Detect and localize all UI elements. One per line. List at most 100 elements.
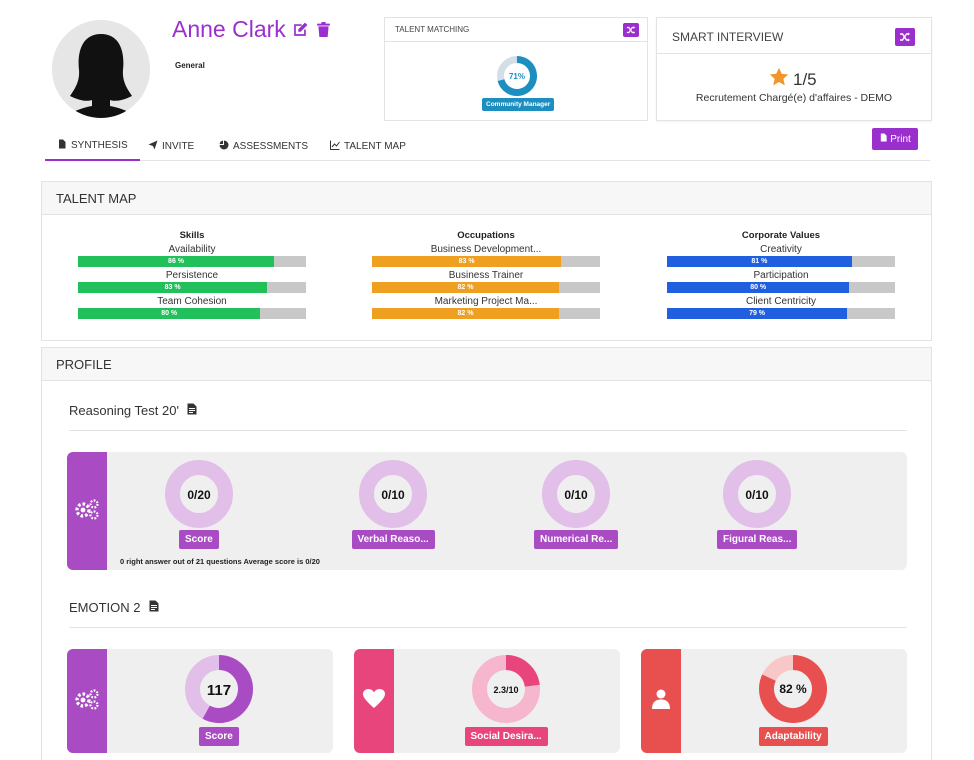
pie-icon (219, 140, 229, 153)
reasoning-score-donut-track (723, 460, 791, 528)
tab-label: ASSESSMENTS (233, 140, 309, 152)
tab-bar: SYNTHESIS INVITE ASSESSMENTS TALENT MAP (45, 131, 930, 161)
talent-matching-percent: 71% (509, 72, 525, 81)
reasoning-card-side (67, 452, 107, 570)
smart-interview-score-value: 1/5 (793, 69, 817, 89)
print-button[interactable]: Print (872, 128, 918, 150)
reasoning-note: 0 right answer out of 21 questions Avera… (120, 557, 320, 566)
talent-map-item[interactable]: Participation 80 % (667, 270, 895, 293)
talent-map-item[interactable]: Persistence 83 % (78, 270, 306, 293)
send-icon (148, 140, 158, 153)
reasoning-score-label[interactable]: Figural Reas... (717, 530, 798, 549)
talent-map-column-title: Skills (179, 230, 205, 241)
progress-bar-fill (667, 308, 848, 319)
smart-interview-score: 1/5 (768, 66, 817, 93)
tab-label: INVITE (162, 140, 195, 152)
talent-map-item[interactable]: Client Centricity 79 % (667, 296, 895, 319)
reasoning-score-donut: 0/10 (359, 460, 427, 528)
talent-map-item[interactable]: Team Cohesion 80 % (78, 296, 306, 319)
progress-bar: 83 % (372, 256, 600, 267)
gears-icon (74, 497, 100, 526)
reasoning-score-donut-track (165, 460, 233, 528)
tab-talent-map[interactable]: TALENT MAP (330, 131, 406, 161)
progress-bar-label: 82 % (457, 284, 474, 291)
emotion-score-label[interactable]: Score (199, 727, 239, 746)
reasoning-score-value: 0/10 (564, 488, 588, 502)
print-label: Print (890, 133, 911, 145)
emotion-score-label[interactable]: Social Desira... (464, 727, 548, 746)
reasoning-score-label[interactable]: Verbal Reaso... (351, 530, 435, 549)
talent-map-panel: TALENT MAP Skills Availability 86 % Persist… (41, 181, 932, 341)
progress-bar: 80 % (667, 282, 895, 293)
tab-assessments[interactable]: ASSESSMENTS (219, 131, 308, 161)
progress-bar: 82 % (372, 308, 600, 319)
reasoning-score-value: 0/20 (187, 488, 211, 502)
progress-bar: 80 % (78, 308, 306, 319)
talent-map-item[interactable]: Marketing Project Ma... 82 % (372, 296, 600, 319)
reasoning-score-donut: 0/20 (165, 460, 233, 528)
shuffle-icon[interactable] (623, 23, 639, 37)
talent-map-item-label: Participation (753, 270, 809, 281)
user-icon (648, 687, 674, 716)
smart-interview-label: Recrutement Chargé(e) d'affaires - DEMO (695, 92, 893, 104)
smart-interview-header: SMART INTERVIEW (657, 18, 931, 54)
progress-bar: 81 % (667, 256, 895, 267)
reasoning-score-label[interactable]: Score (179, 530, 219, 549)
progress-bar-label: 83 % (164, 284, 181, 291)
talent-map-item[interactable]: Business Development... 83 % (372, 244, 600, 267)
emotion-score-label[interactable]: Adaptability (758, 727, 828, 746)
talent-map-column: Corporate Values Creativity 81 % Participat… (667, 230, 895, 322)
document-icon[interactable] (149, 600, 159, 615)
shuffle-icon[interactable] (895, 28, 915, 46)
progress-bar-label: 80 % (750, 284, 767, 291)
emotion-card-side (67, 649, 107, 753)
reasoning-test-title: Reasoning Test 20' (69, 403, 197, 418)
edit-icon[interactable] (292, 21, 309, 38)
talent-map-column-title: Occupations (457, 230, 515, 241)
emotion-score-donut: 2.3/10 (472, 655, 540, 723)
progress-bar-fill (667, 282, 850, 293)
emotion-score-value: 82 % (779, 682, 807, 696)
divider (69, 627, 907, 628)
emotion-score-donut: 82 % (759, 655, 827, 723)
trash-icon[interactable] (315, 21, 332, 38)
emotion-title: EMOTION 2 (69, 600, 159, 615)
progress-bar-label: 81 % (751, 258, 768, 265)
emotion-score-value: 117 (207, 682, 231, 699)
emotion-label: EMOTION 2 (69, 600, 141, 615)
tab-synthesis[interactable]: SYNTHESIS (45, 131, 140, 161)
reasoning-score-card: 0 right answer out of 21 questions Avera… (67, 452, 907, 570)
reasoning-score-value: 0/10 (381, 488, 405, 502)
talent-matching-header: TALENT MATCHING (385, 18, 647, 42)
progress-bar-label: 80 % (161, 310, 178, 317)
talent-map-item[interactable]: Creativity 81 % (667, 244, 895, 267)
talent-map-item[interactable]: Business Trainer 82 % (372, 270, 600, 293)
reasoning-score-value: 0/10 (745, 488, 769, 502)
talent-matching-card: TALENT MATCHING 71% Community Manager (384, 17, 648, 121)
talent-map-column-title: Corporate Values (741, 230, 821, 241)
file-icon (57, 139, 67, 152)
reasoning-score-donut-track (359, 460, 427, 528)
profile-panel: PROFILE Reasoning Test 20' 0 right answe… (41, 347, 932, 760)
reasoning-score-donut: 0/10 (723, 460, 791, 528)
tab-invite[interactable]: INVITE (148, 131, 194, 161)
reasoning-score-label[interactable]: Numerical Re... (534, 530, 619, 549)
document-icon[interactable] (187, 403, 197, 418)
candidate-header: Anne Clark (172, 16, 332, 43)
talent-map-item-label: Team Cohesion (157, 296, 227, 307)
progress-bar: 86 % (78, 256, 306, 267)
heart-icon (361, 687, 387, 716)
progress-bar-fill (78, 308, 261, 319)
talent-map-item-label: Marketing Project Ma... (434, 296, 538, 307)
file-pdf-icon (879, 133, 888, 145)
progress-bar-fill (667, 256, 852, 267)
emotion-score-card: 117 Score (67, 649, 333, 753)
emotion-score-donut-arc (202, 655, 253, 723)
talent-map-item-label: Client Centricity (745, 296, 817, 307)
progress-bar-label: 82 % (457, 310, 474, 317)
reasoning-score-donut-track (542, 460, 610, 528)
talent-matching-role[interactable]: Community Manager (482, 98, 555, 111)
progress-bar-label: 79 % (749, 310, 766, 317)
emotion-score-donut: 117 (185, 655, 253, 723)
talent-map-item[interactable]: Availability 86 % (78, 244, 306, 267)
